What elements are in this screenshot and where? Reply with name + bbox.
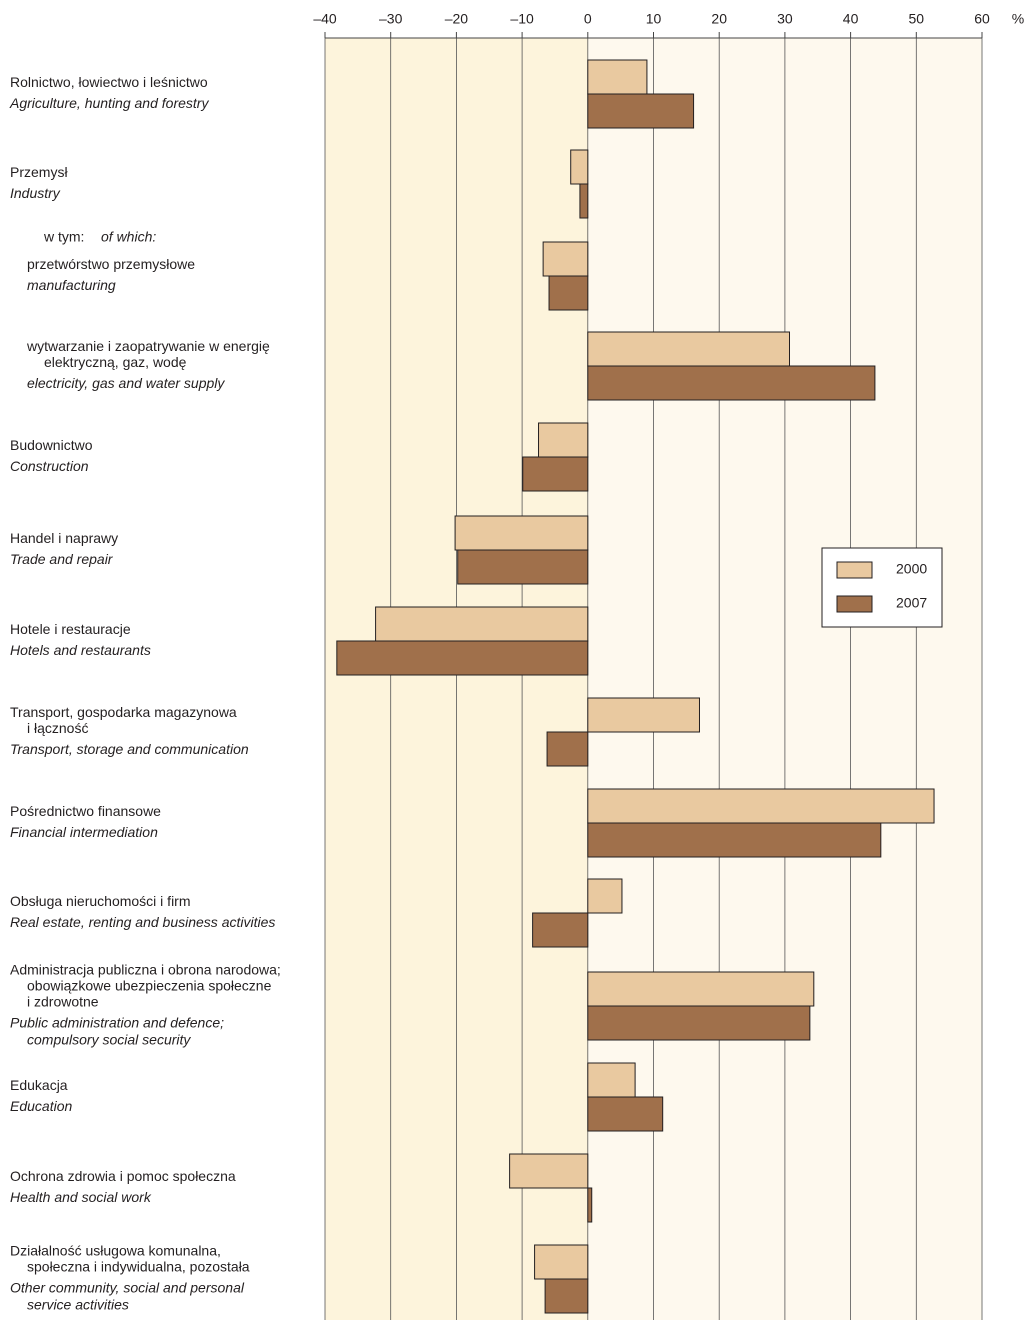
bar xyxy=(587,697,700,733)
bar xyxy=(542,241,589,277)
category-label-en: Other community, social and personal xyxy=(10,1280,245,1296)
category-label-en: Construction xyxy=(10,458,89,474)
annotation: of which: xyxy=(101,229,156,245)
bar xyxy=(587,822,882,858)
x-tick-label: –10 xyxy=(510,11,534,27)
bar xyxy=(587,1062,636,1098)
bar xyxy=(587,93,695,129)
bar xyxy=(587,1187,593,1223)
category-label-en: service activities xyxy=(27,1297,129,1313)
bar xyxy=(454,515,589,551)
legend-label: 2000 xyxy=(896,561,927,577)
bar xyxy=(587,331,790,367)
bar xyxy=(538,422,589,458)
x-tick-label: 0 xyxy=(584,11,592,27)
legend-swatch xyxy=(836,561,873,579)
x-tick-label: 10 xyxy=(646,11,662,27)
category-label: społeczna i indywidualna, pozostała xyxy=(27,1259,250,1275)
bar xyxy=(546,731,589,767)
bar xyxy=(548,275,589,311)
bar xyxy=(587,878,623,914)
bar xyxy=(375,606,589,642)
x-tick-label: 20 xyxy=(711,11,727,27)
unit-label: % xyxy=(1012,11,1024,27)
bar xyxy=(509,1153,589,1189)
category-label: Handel i naprawy xyxy=(10,530,118,546)
legend-swatch xyxy=(836,595,873,613)
legend: 2000 2007 xyxy=(821,547,943,628)
category-label: Edukacja xyxy=(10,1077,68,1093)
category-label: Rolnictwo, łowiectwo i leśnictwo xyxy=(10,74,208,90)
bar xyxy=(587,788,935,824)
category-label: elektryczną, gaz, wodę xyxy=(44,354,187,370)
category-label-en: Industry xyxy=(10,185,61,201)
x-tick-label: 50 xyxy=(909,11,925,27)
x-tick-label: 40 xyxy=(843,11,859,27)
category-label-en: Education xyxy=(10,1098,72,1114)
bar xyxy=(570,149,589,185)
category-label: i łączność xyxy=(27,720,88,736)
bar xyxy=(534,1244,589,1280)
category-label-en: Financial intermediation xyxy=(10,824,158,840)
bar xyxy=(457,549,589,585)
category-label-en: Health and social work xyxy=(10,1189,152,1205)
legend-label: 2007 xyxy=(896,595,927,611)
category-label: Obsługa nieruchomości i firm xyxy=(10,893,191,909)
category-label-en: Transport, storage and communication xyxy=(10,741,249,757)
x-tick-label: 30 xyxy=(777,11,793,27)
category-label: Przemysł xyxy=(10,164,68,180)
category-label: Działalność usługowa komunalna, xyxy=(10,1243,221,1259)
category-label: Ochrona zdrowia i pomoc społeczna xyxy=(10,1168,236,1184)
category-label: Pośrednictwo finansowe xyxy=(10,803,161,819)
category-label-en: Hotels and restaurants xyxy=(10,642,151,658)
category-label: wytwarzanie i zaopatrywanie w energię xyxy=(26,338,270,354)
legend-box xyxy=(821,547,943,628)
annotation: w tym: xyxy=(43,229,84,245)
bar xyxy=(544,1278,589,1314)
x-tick-label: –30 xyxy=(379,11,403,27)
bar xyxy=(587,1005,811,1041)
category-label: Administracja publiczna i obrona narodow… xyxy=(10,962,281,978)
category-label-en: compulsory social security xyxy=(27,1032,191,1048)
category-label-en: Trade and repair xyxy=(10,551,114,567)
bar xyxy=(587,59,648,95)
category-label: przetwórstwo przemysłowe xyxy=(27,256,195,272)
x-tick-label: –40 xyxy=(313,11,337,27)
category-label-en: manufacturing xyxy=(27,277,116,293)
category-label: Transport, gospodarka magazynowa xyxy=(10,704,237,720)
bar xyxy=(336,640,589,676)
bar xyxy=(587,365,876,401)
bar xyxy=(587,1096,664,1132)
bar xyxy=(522,456,589,492)
category-label-en: Real estate, renting and business activi… xyxy=(10,914,275,930)
bar xyxy=(579,183,589,219)
x-tick-label: –20 xyxy=(445,11,469,27)
category-label: obowiązkowe ubezpieczenia społeczne xyxy=(27,978,272,994)
bar xyxy=(587,971,815,1007)
category-label-en: electricity, gas and water supply xyxy=(27,375,225,391)
bar xyxy=(532,912,589,948)
category-label: i zdrowotne xyxy=(27,994,99,1010)
category-label: Budownictwo xyxy=(10,437,93,453)
x-tick-label: 60 xyxy=(974,11,990,27)
category-label-en: Agriculture, hunting and forestry xyxy=(9,95,209,111)
category-label: Hotele i restauracje xyxy=(10,621,131,637)
category-label-en: Public administration and defence; xyxy=(10,1015,224,1031)
